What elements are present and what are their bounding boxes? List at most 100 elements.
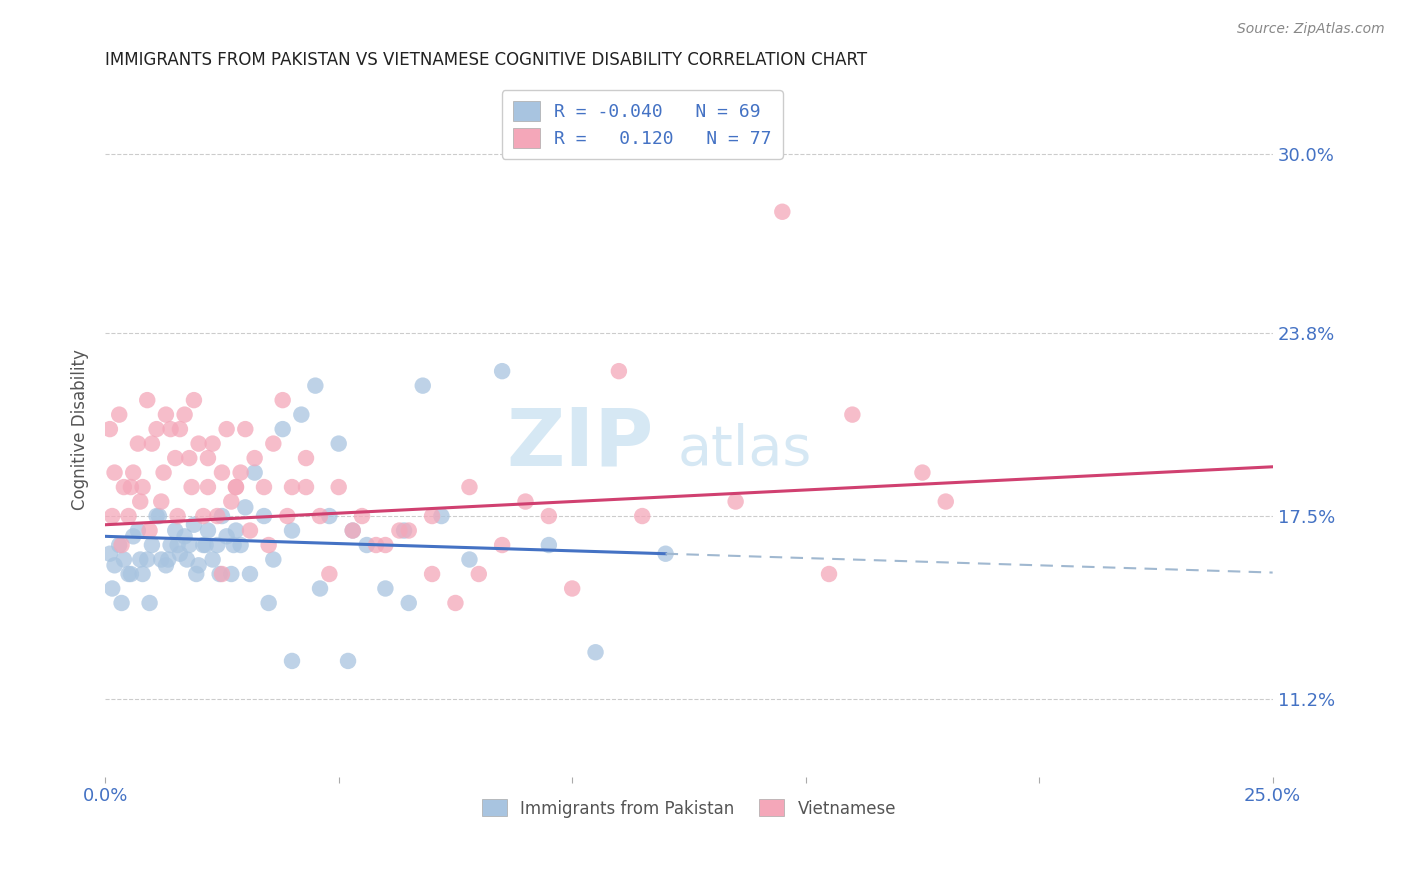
Point <box>207 538 229 552</box>
Point <box>120 480 142 494</box>
Point <box>420 567 443 582</box>
Point <box>281 654 304 668</box>
Point <box>318 509 340 524</box>
Point <box>136 393 159 408</box>
Point <box>127 436 149 450</box>
Point <box>342 524 364 538</box>
Point <box>491 364 513 378</box>
Point <box>141 538 163 552</box>
Point <box>374 582 396 596</box>
Point <box>108 408 131 422</box>
Point <box>165 524 187 538</box>
Point <box>187 558 209 573</box>
Point <box>127 524 149 538</box>
Point <box>271 393 294 408</box>
Point <box>398 596 420 610</box>
Point <box>281 524 304 538</box>
Point <box>193 509 215 524</box>
Point <box>166 538 188 552</box>
Point <box>243 451 266 466</box>
Point <box>631 509 654 524</box>
Point <box>271 422 294 436</box>
Point <box>724 494 747 508</box>
Point <box>841 408 863 422</box>
Point <box>337 654 360 668</box>
Point <box>101 509 124 524</box>
Point <box>197 451 219 466</box>
Text: IMMIGRANTS FROM PAKISTAN VS VIETNAMESE COGNITIVE DISABILITY CORRELATION CHART: IMMIGRANTS FROM PAKISTAN VS VIETNAMESE C… <box>105 51 868 69</box>
Point <box>150 552 173 566</box>
Point <box>173 529 195 543</box>
Point <box>152 466 174 480</box>
Point <box>201 552 224 566</box>
Point <box>173 408 195 422</box>
Point <box>225 480 247 494</box>
Point <box>211 567 233 582</box>
Point <box>818 567 841 582</box>
Point <box>515 494 537 508</box>
Point <box>468 567 491 582</box>
Point <box>352 509 374 524</box>
Point <box>112 480 135 494</box>
Point <box>233 500 256 515</box>
Point <box>169 422 191 436</box>
Point <box>221 567 243 582</box>
Point <box>318 567 340 582</box>
Point <box>215 529 238 543</box>
Point <box>654 547 676 561</box>
Point <box>159 538 181 552</box>
Point <box>186 567 208 582</box>
Point <box>183 393 205 408</box>
Point <box>145 422 167 436</box>
Point <box>276 509 298 524</box>
Point <box>169 547 191 561</box>
Point <box>356 538 378 552</box>
Point <box>911 466 934 480</box>
Point <box>444 596 467 610</box>
Point <box>103 466 125 480</box>
Point <box>398 524 420 538</box>
Legend: Immigrants from Pakistan, Vietnamese: Immigrants from Pakistan, Vietnamese <box>475 793 903 824</box>
Point <box>166 509 188 524</box>
Point <box>537 509 560 524</box>
Point <box>262 436 284 450</box>
Point <box>304 378 326 392</box>
Point <box>155 408 177 422</box>
Point <box>155 558 177 573</box>
Point <box>159 422 181 436</box>
Point <box>420 509 443 524</box>
Point <box>108 538 131 552</box>
Point <box>110 596 132 610</box>
Point <box>309 582 332 596</box>
Point <box>253 480 276 494</box>
Point <box>295 480 318 494</box>
Point <box>122 529 145 543</box>
Point <box>98 422 121 436</box>
Point <box>364 538 387 552</box>
Point <box>225 480 247 494</box>
Point <box>145 509 167 524</box>
Point <box>117 567 139 582</box>
Point <box>229 538 252 552</box>
Point <box>197 480 219 494</box>
Point <box>211 466 233 480</box>
Point <box>458 552 481 566</box>
Point <box>328 436 350 450</box>
Point <box>110 538 132 552</box>
Point <box>290 408 312 422</box>
Point <box>101 582 124 596</box>
Point <box>187 436 209 450</box>
Point <box>208 567 231 582</box>
Point <box>221 494 243 508</box>
Point <box>176 552 198 566</box>
Point <box>180 480 202 494</box>
Point <box>117 509 139 524</box>
Point <box>148 509 170 524</box>
Point <box>122 466 145 480</box>
Point <box>194 538 217 552</box>
Y-axis label: Cognitive Disability: Cognitive Disability <box>72 349 89 509</box>
Point <box>262 552 284 566</box>
Point <box>157 552 180 566</box>
Point <box>239 524 262 538</box>
Point <box>211 509 233 524</box>
